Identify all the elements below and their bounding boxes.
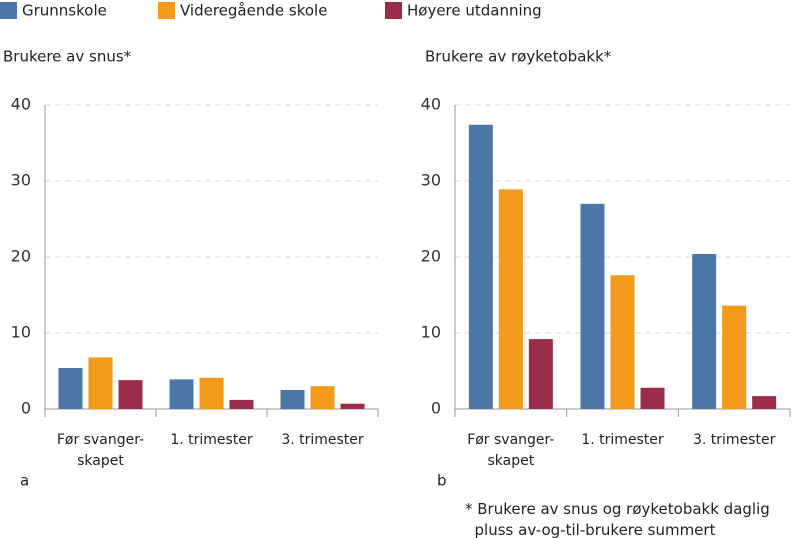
bar [199, 377, 224, 409]
legend-label: Videregående skole [180, 2, 327, 20]
bar [310, 386, 335, 409]
y-tick-label: 0 [431, 399, 441, 418]
bar [722, 305, 747, 409]
bar [528, 339, 553, 409]
bar [498, 189, 523, 409]
bar [468, 124, 493, 409]
x-tick-label: Før svanger-skapet [467, 432, 554, 469]
legend-label: Grunnskole [22, 2, 107, 20]
y-tick-label: 10 [11, 323, 31, 342]
x-tick-label: 3. trimester [281, 432, 364, 448]
bar [692, 253, 717, 409]
bar [118, 380, 143, 409]
panel-label: b [437, 472, 447, 490]
bar [58, 367, 83, 409]
y-tick-label: 20 [11, 247, 31, 266]
y-tick-label: 30 [421, 171, 441, 190]
bar [229, 399, 254, 409]
bar [169, 379, 194, 409]
x-tick-label: Før svanger-skapet [57, 432, 144, 469]
bar [610, 275, 635, 409]
bar [88, 357, 113, 409]
legend-swatch [158, 2, 175, 19]
y-tick-label: 20 [421, 247, 441, 266]
y-tick-label: 0 [21, 399, 31, 418]
x-tick-label: 1. trimester [170, 432, 253, 448]
bar [580, 203, 605, 409]
y-tick-label: 10 [421, 323, 441, 342]
chart-title: Brukere av røyketobakk* [425, 48, 612, 66]
panel-label: a [20, 472, 29, 490]
legend-swatch [0, 2, 17, 19]
chart-title: Brukere av snus* [3, 48, 132, 66]
y-tick-label: 40 [11, 95, 31, 114]
x-tick-label: 1. trimester [581, 432, 664, 448]
footnote: * Brukere av snus og røyketobakk daglig … [465, 500, 770, 538]
y-tick-label: 40 [421, 95, 441, 114]
x-tick-label: 3. trimester [693, 432, 776, 448]
bar [640, 387, 665, 409]
bar [340, 403, 365, 409]
y-tick-label: 30 [11, 171, 31, 190]
bar [752, 396, 777, 409]
bar [280, 390, 305, 409]
legend-label: Høyere utdanning [407, 2, 542, 20]
legend-swatch [385, 2, 402, 19]
